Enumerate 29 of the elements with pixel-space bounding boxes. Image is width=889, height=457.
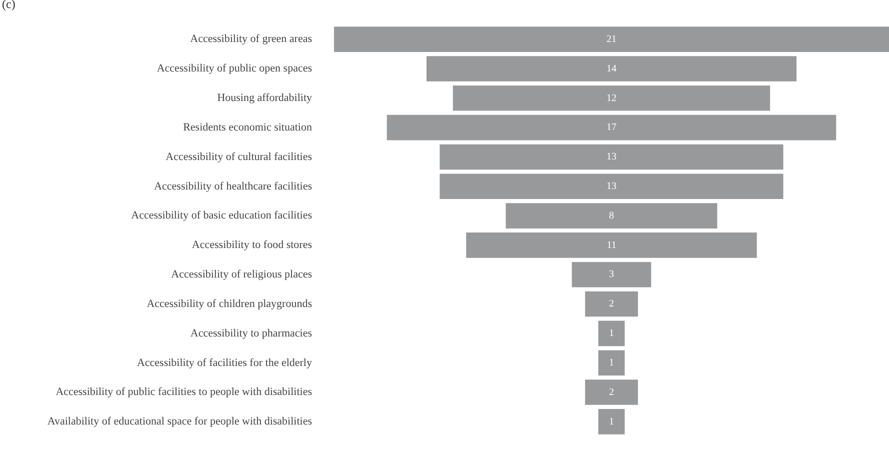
category-label: Accessibility of cultural facilities bbox=[166, 150, 312, 163]
category-label: Accessibility of green areas bbox=[190, 33, 312, 46]
data-label: 13 bbox=[606, 152, 616, 163]
data-label: 11 bbox=[606, 240, 616, 251]
category-label: Accessibility to food stores bbox=[192, 239, 312, 252]
data-label: 1 bbox=[609, 328, 614, 340]
category-label: Residents economic situation bbox=[183, 121, 312, 134]
data-label: 8 bbox=[609, 210, 614, 222]
category-label: Housing affordability bbox=[217, 92, 312, 104]
data-label: 2 bbox=[609, 298, 614, 310]
category-label: Accessibility of public open spaces bbox=[156, 62, 312, 75]
data-label: 14 bbox=[606, 63, 616, 74]
data-label: 12 bbox=[606, 92, 616, 104]
category-label: Accessibility to pharmacies bbox=[190, 327, 312, 340]
category-label: Accessibility of facilities for the elderly bbox=[136, 356, 312, 369]
category-label: Accessibility of children playgrounds bbox=[146, 298, 312, 310]
category-label: Availability of educational space for people with disabilities bbox=[47, 416, 312, 428]
category-label: Accessibility of public facilities to people with disabilities bbox=[56, 386, 312, 398]
category-label: Accessibility of healthcare facilities bbox=[154, 180, 312, 192]
data-label: 1 bbox=[609, 357, 614, 368]
data-label: 2 bbox=[609, 386, 614, 398]
category-label: Accessibility of basic education facilities bbox=[131, 210, 312, 222]
category-label: Accessibility of religious places bbox=[171, 268, 312, 281]
data-label: 13 bbox=[606, 181, 616, 192]
data-label: 21 bbox=[606, 34, 616, 45]
data-label: 17 bbox=[606, 122, 616, 134]
data-label: 3 bbox=[609, 269, 614, 280]
text: (c) bbox=[2, 0, 16, 12]
data-label: 1 bbox=[609, 416, 614, 428]
